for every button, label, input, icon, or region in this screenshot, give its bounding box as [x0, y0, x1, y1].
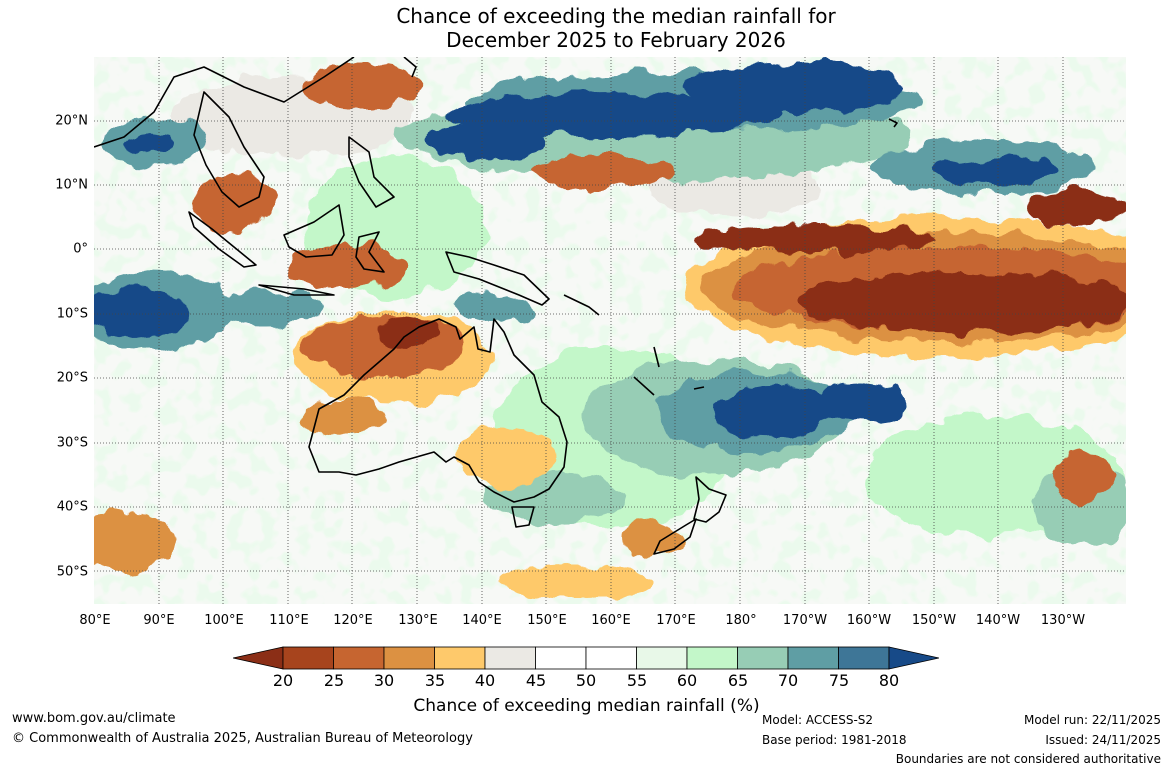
lon-label-140w: 140°W	[975, 613, 1021, 628]
lon-label-110e: 110°E	[269, 613, 309, 628]
new-zealand-north-coastline	[693, 476, 727, 523]
lon-label-120e: 120°E	[333, 613, 373, 628]
lon-label-160w: 160°W	[846, 613, 892, 628]
title-line-1: Chance of exceeding the median rainfall …	[396, 4, 836, 28]
colorbar-tick-50: 50	[575, 671, 597, 690]
lon-label-150e: 150°E	[527, 613, 567, 628]
solomons-coastline	[563, 294, 600, 316]
colorbar-cell	[434, 646, 486, 670]
colorbar-tick-30: 30	[373, 671, 395, 690]
footer-model-run: Model run: 22/11/2025	[1023, 713, 1161, 727]
map-title: Chance of exceeding the median rainfall …	[0, 4, 1173, 52]
lat-label-50s: 50°S	[56, 564, 88, 580]
lat-label-30s: 30°S	[56, 435, 88, 451]
colorbar-cell	[838, 646, 890, 670]
asia-coastline	[94, 57, 355, 148]
map-gridlines	[94, 57, 1126, 604]
lon-label-130w: 130°W	[1040, 613, 1086, 628]
lat-label-20n: 20°N	[55, 113, 88, 129]
colorbar	[233, 646, 939, 670]
lon-label-130e: 130°E	[398, 613, 438, 628]
footer-base-period: Base period: 1981-2018	[762, 733, 907, 747]
indochina-coastline	[193, 91, 265, 208]
tasmania-coastline	[511, 506, 535, 528]
lat-label-40s: 40°S	[56, 499, 88, 515]
colorbar-extend-low	[233, 646, 284, 670]
title-line-2: December 2025 to February 2026	[446, 28, 786, 52]
lat-label-10n: 10°N	[55, 177, 88, 193]
colorbar-tick-65: 65	[727, 671, 749, 690]
fiji-coastline	[693, 386, 705, 390]
new-guinea-coastline	[445, 251, 550, 306]
colorbar-tick-60: 60	[676, 671, 698, 690]
colorbar-cell	[686, 646, 738, 670]
lat-label-20s: 20°S	[56, 370, 88, 386]
footer-model: Model: ACCESS-S2	[762, 713, 874, 727]
footer-url: www.bom.gov.au/climate	[12, 711, 176, 726]
vanuatu-coastline	[653, 346, 660, 368]
footer-disclaimer: Boundaries are not considered authoritat…	[895, 752, 1161, 766]
lat-label-10s: 10°S	[56, 306, 88, 322]
colorbar-tick-45: 45	[525, 671, 547, 690]
colorbar-cell	[737, 646, 789, 670]
hawaii-coastline	[888, 118, 898, 128]
lon-label-150w: 150°W	[911, 613, 957, 628]
colorbar-cell	[585, 646, 637, 670]
sumatra-coastline	[188, 211, 257, 268]
colorbar-cell	[636, 646, 688, 670]
colorbar-tick-70: 70	[777, 671, 799, 690]
lon-label-170w: 170°W	[782, 613, 828, 628]
lon-label-100e: 100°E	[204, 613, 244, 628]
lon-label-170e: 170°E	[656, 613, 696, 628]
colorbar-tick-25: 25	[323, 671, 345, 690]
australia-coastline	[308, 318, 568, 503]
colorbar-label: Chance of exceeding median rainfall (%)	[0, 696, 1173, 716]
new-zealand-south-coastline	[653, 518, 697, 555]
coastlines	[94, 57, 898, 555]
borneo-coastline	[283, 204, 345, 258]
japan-coastline	[403, 57, 417, 78]
colorbar-tick-55: 55	[626, 671, 648, 690]
colorbar-cell	[535, 646, 587, 670]
new-caledonia-coastline	[633, 376, 655, 396]
footer-copyright: © Commonwealth of Australia 2025, Austra…	[12, 731, 473, 746]
colorbar-cell	[282, 646, 334, 670]
java-coastline	[258, 284, 335, 296]
colorbar-extend-high	[888, 646, 939, 670]
lat-label-0: 0°	[73, 241, 88, 257]
sulawesi-coastline	[355, 231, 385, 273]
colorbar-tick-20: 20	[272, 671, 294, 690]
colorbar-cell	[383, 646, 435, 670]
philippines-coastline	[348, 136, 395, 208]
colorbar-cell	[787, 646, 839, 670]
lon-label-160e: 160°E	[591, 613, 631, 628]
colorbar-tick-80: 80	[878, 671, 900, 690]
colorbar-label-text: Chance of exceeding median rainfall (%)	[413, 696, 760, 716]
colorbar-tick-75: 75	[828, 671, 850, 690]
colorbar-tick-40: 40	[474, 671, 496, 690]
colorbar-cell	[333, 646, 385, 670]
lon-label-140e: 140°E	[462, 613, 502, 628]
colorbar-tick-35: 35	[424, 671, 446, 690]
lon-label-180: 180°	[725, 613, 757, 628]
lon-label-80e: 80°E	[79, 613, 111, 628]
rainfall-map	[94, 57, 1126, 604]
colorbar-cell	[484, 646, 536, 670]
footer-issued: Issued: 24/11/2025	[1045, 733, 1161, 747]
lon-label-90e: 90°E	[143, 613, 175, 628]
